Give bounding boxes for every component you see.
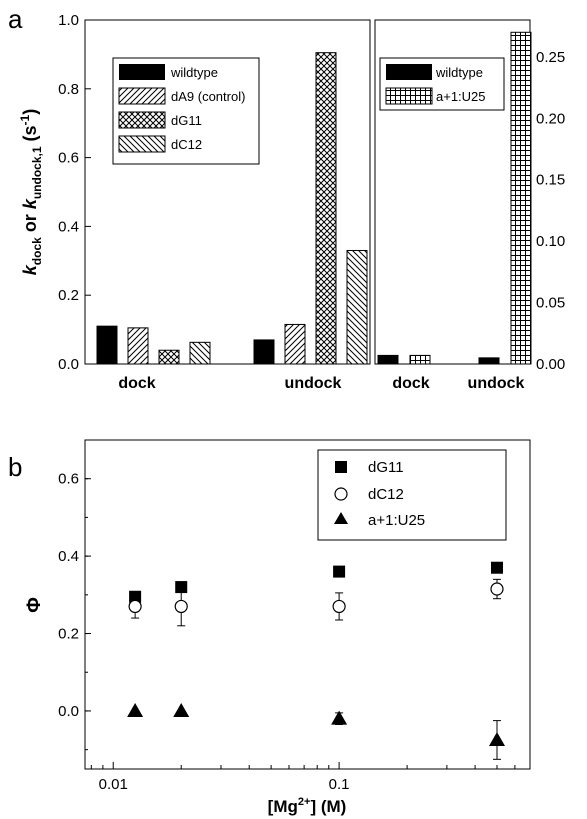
bar-da9-control-dock — [127, 327, 149, 365]
y-tick-label-right: 0.05 — [536, 295, 565, 312]
legend-b: dG11 dC12 a+1:U25 — [317, 449, 507, 541]
bar-wildtype-undock — [253, 339, 275, 365]
legend-label-a1u25: a+1:U25 — [436, 89, 486, 104]
y-axis-ticks-a-right: 0.00 0.05 0.10 0.15 0.20 0.25 — [524, 49, 565, 373]
bar-right-a-1-u25-undock — [510, 31, 532, 365]
panel-b: 0.0 0.2 0.4 0.6 0.01 0.1 Φ [Mg2+] (M) dG11 dC… — [24, 439, 531, 816]
legend-swatch-wildtype — [119, 64, 165, 80]
y-tick-label-right: 0.25 — [536, 49, 565, 66]
point-a-1-u25 — [173, 702, 190, 717]
bar-dc12-undock — [346, 249, 368, 365]
bar-da9-control-undock — [284, 323, 306, 365]
category-label-dock-right: dock — [392, 375, 429, 392]
y-tick-label: 0.6 — [58, 150, 79, 167]
bar-right-a-1-u25-dock — [409, 354, 431, 365]
bar-wildtype-dock — [96, 325, 118, 365]
bars-a-left — [96, 52, 368, 365]
data-points-b — [127, 561, 505, 760]
point-a-1-u25 — [331, 710, 348, 725]
legend-swatch-wildtype-right — [386, 64, 432, 80]
x-tick-label-b: 0.1 — [329, 776, 350, 793]
legend-swatch-dg11 — [118, 111, 166, 129]
y-axis-ticks-a-left: 0.0 0.2 0.4 0.6 0.8 1.0 — [58, 12, 91, 373]
legend-label-dc12: dC12 — [171, 137, 202, 152]
legend-a-right: wildtype a+1:U25 — [379, 57, 505, 111]
point-dc12 — [332, 599, 346, 614]
legend-marker-dg11 — [335, 461, 347, 473]
y-axis-label-b: Φ — [24, 597, 45, 613]
point-dc12 — [174, 599, 188, 614]
x-tick-label-b: 0.01 — [99, 776, 128, 793]
y-tick-label: 0.8 — [58, 81, 79, 98]
bar-right-wildtype-undock — [478, 357, 500, 365]
y-tick-label-right: 0.10 — [536, 233, 565, 250]
legend-a-left: wildtype dA9 (control) dG11 dC12 — [112, 57, 260, 165]
bar-right-wildtype-dock — [377, 354, 399, 365]
plot-frame-a-left — [84, 19, 371, 365]
panel-a-left: 0.0 0.2 0.4 0.6 0.8 1.0 dock undock kdock or … — [18, 12, 371, 392]
y-tick-label: 0.0 — [58, 356, 79, 373]
point-dc12 — [128, 599, 142, 614]
y-tick-label-right: 0.20 — [536, 110, 565, 127]
legend-swatch-da9 — [118, 87, 166, 105]
category-label-undock-right: undock — [468, 375, 525, 392]
legend-swatch-dc12 — [118, 135, 166, 153]
point-dg11 — [490, 561, 503, 574]
legend-label-a1u25-b: a+1:U25 — [368, 512, 425, 529]
y-tick-label-right: 0.15 — [536, 172, 565, 189]
y-tick-label-b: 0.0 — [58, 703, 79, 720]
x-axis-label-b: [Mg2+] (M) — [268, 796, 347, 816]
point-a-1-u25 — [127, 702, 144, 717]
bar-dg11-undock — [315, 52, 337, 365]
category-label-undock: undock — [285, 375, 342, 392]
y-tick-label: 1.0 — [58, 12, 79, 29]
legend-marker-a1u25 — [334, 512, 348, 524]
legend-label-dc12-b: dC12 — [368, 486, 404, 503]
point-a-1-u25 — [488, 731, 505, 746]
legend-swatch-a1u25 — [385, 87, 433, 105]
bar-dg11-dock — [158, 349, 180, 365]
y-tick-label-right: 0.00 — [536, 356, 565, 373]
legend-label-dg11-b: dG11 — [368, 459, 404, 476]
y-tick-label-b: 0.4 — [58, 548, 79, 565]
panel-label-a: a — [8, 4, 23, 34]
category-label-dock: dock — [118, 375, 155, 392]
legend-marker-dc12 — [334, 487, 348, 501]
point-dc12 — [490, 582, 504, 596]
y-tick-label: 0.4 — [58, 218, 79, 235]
y-tick-label-b: 0.2 — [58, 626, 79, 643]
panel-label-b: b — [8, 452, 22, 482]
plot-frame-b — [84, 439, 531, 770]
y-axis-label-a: kdock or kundock,1 (s-1) — [18, 109, 44, 275]
legend-frame-b — [317, 449, 507, 541]
legend-label-wildtype-right: wildtype — [435, 65, 483, 80]
panel-a-right: 0.00 0.05 0.10 0.15 0.20 0.25 dock undock wil… — [374, 19, 565, 392]
legend-label-dg11: dG11 — [171, 113, 202, 128]
bars-a-right — [377, 31, 532, 365]
y-tick-label-b: 0.6 — [58, 471, 79, 488]
legend-label-da9: dA9 (control) — [171, 89, 245, 104]
axis-ticks-b: 0.0 0.2 0.4 0.6 0.01 0.1 — [58, 471, 516, 793]
y-tick-label: 0.2 — [58, 287, 79, 304]
bar-dc12-dock — [189, 341, 211, 365]
legend-label-wildtype: wildtype — [170, 65, 218, 80]
point-dg11 — [333, 565, 346, 578]
